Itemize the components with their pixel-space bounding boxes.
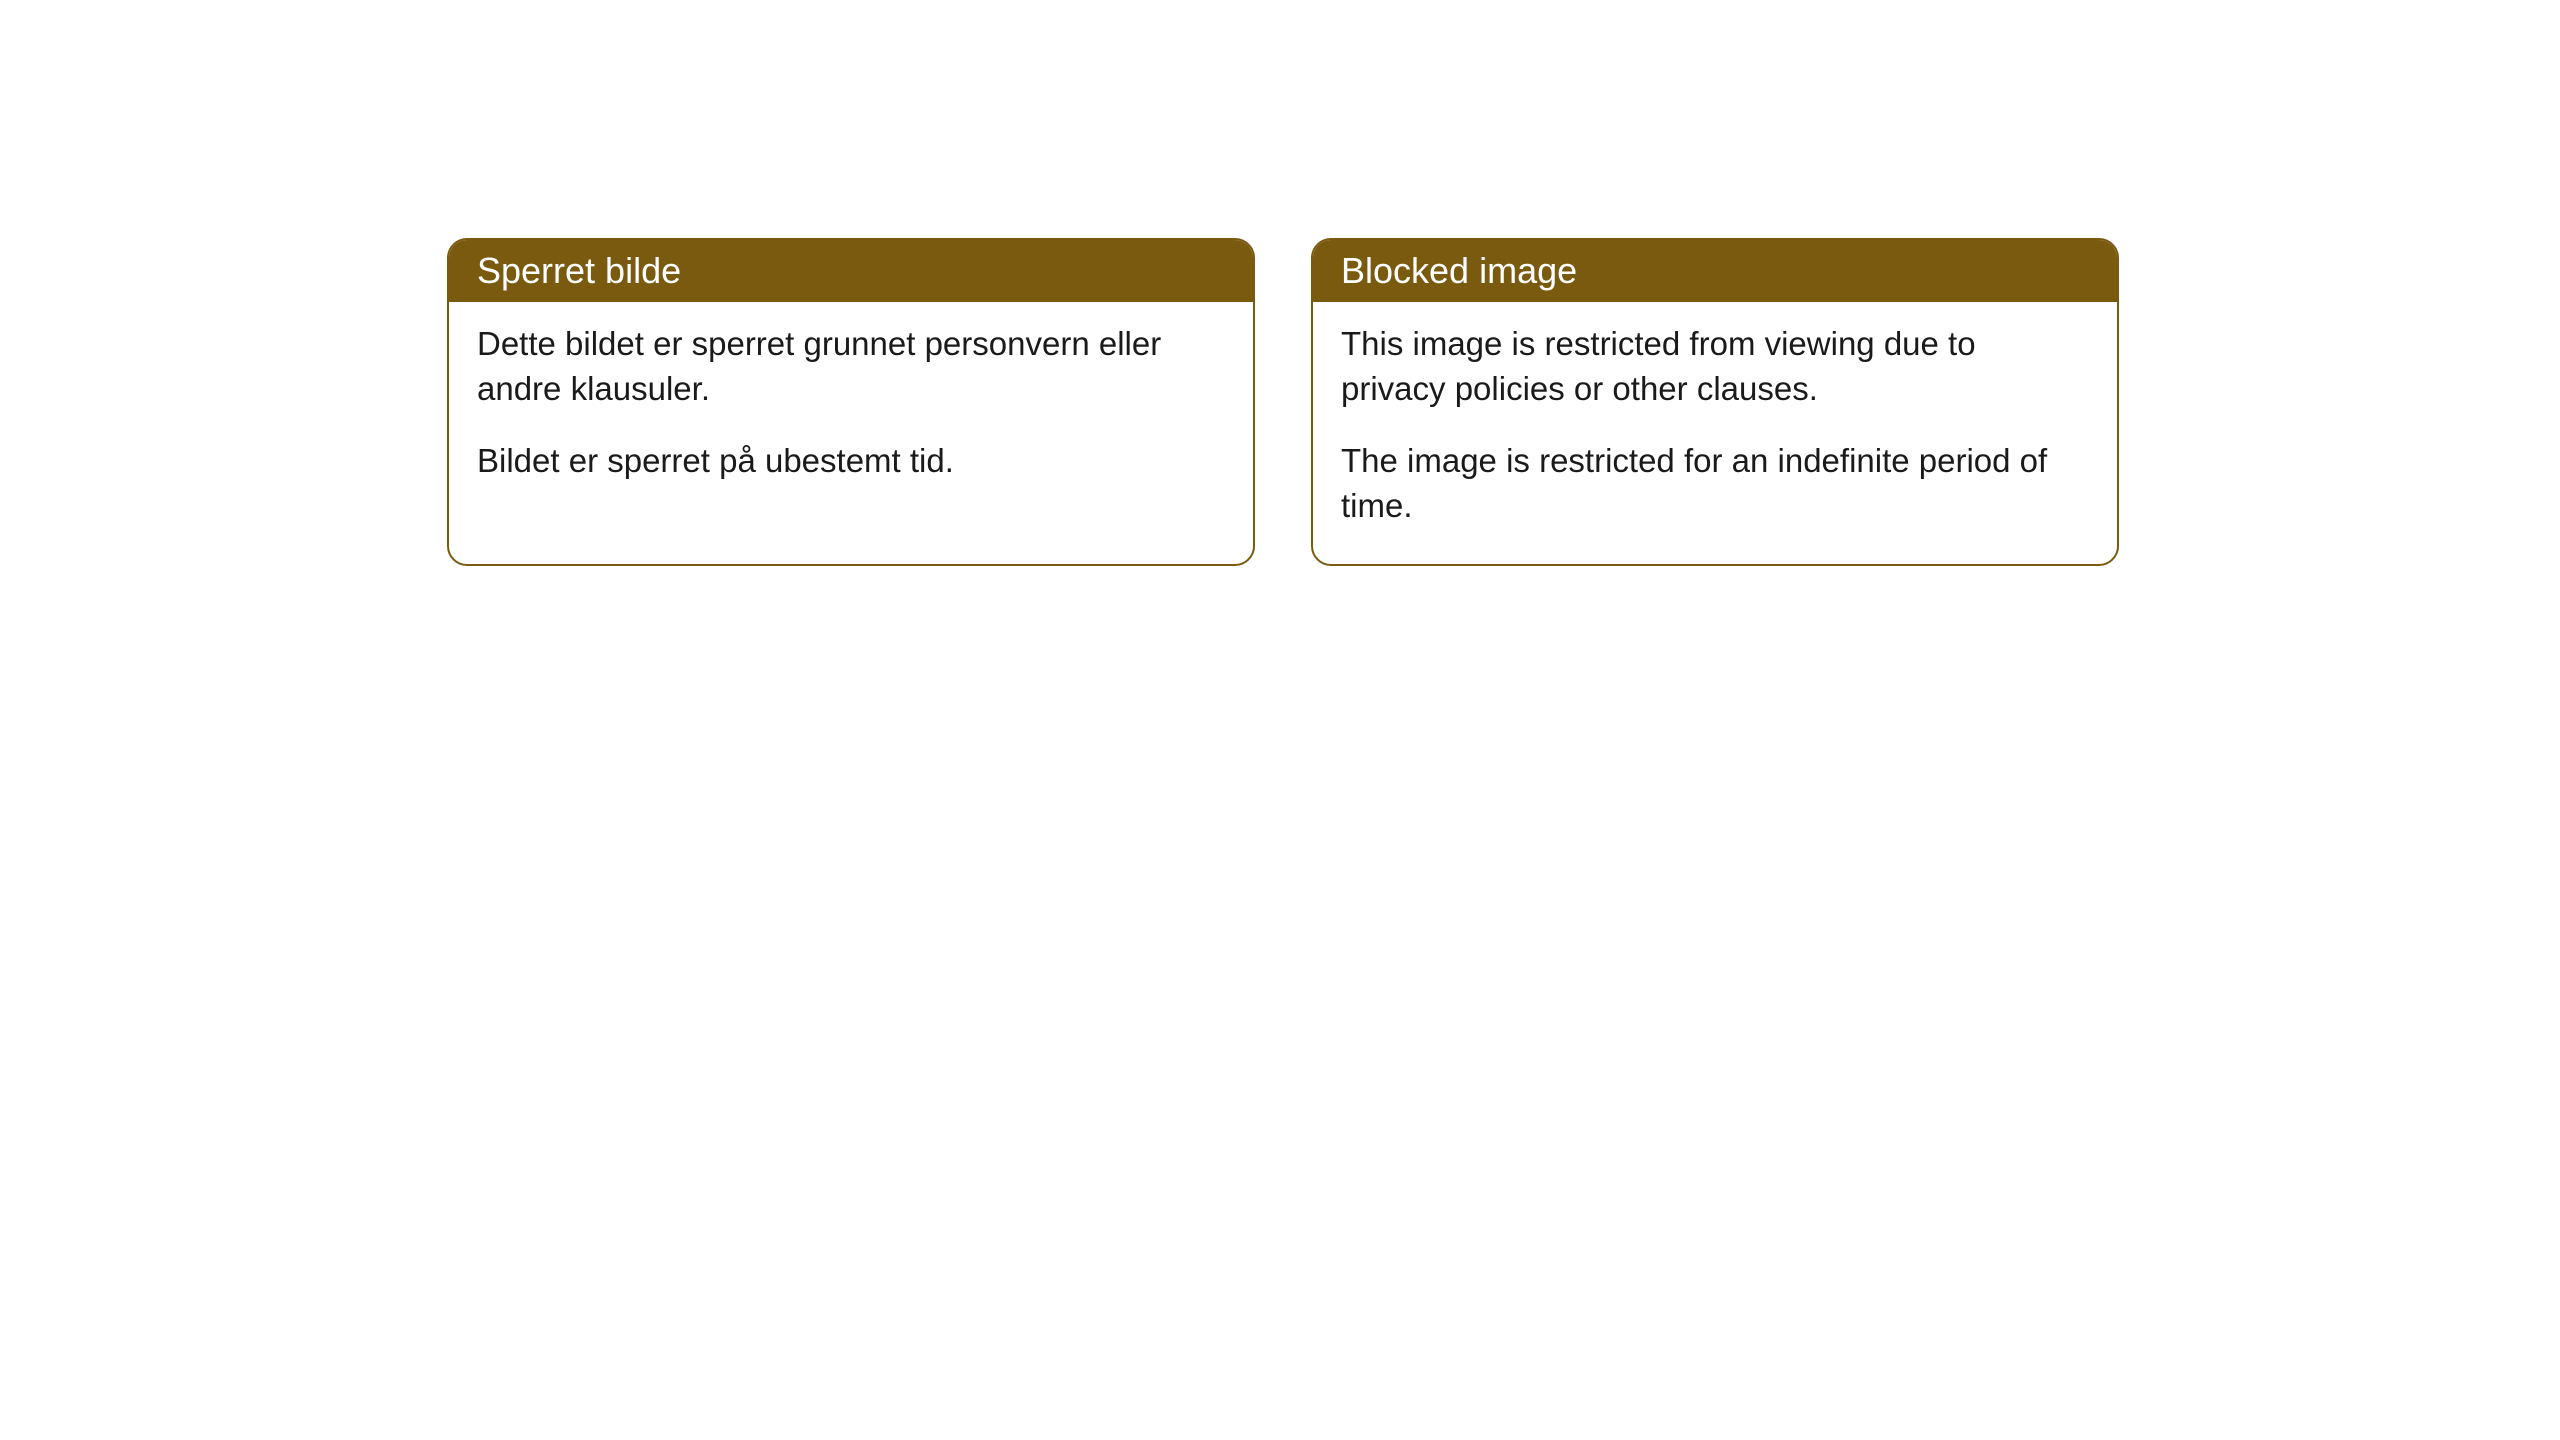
- notice-card-norwegian: Sperret bilde Dette bildet er sperret gr…: [447, 238, 1255, 566]
- card-paragraph: Bildet er sperret på ubestemt tid.: [477, 439, 1225, 484]
- card-header: Sperret bilde: [449, 240, 1253, 302]
- card-body: This image is restricted from viewing du…: [1313, 302, 2117, 564]
- card-body: Dette bildet er sperret grunnet personve…: [449, 302, 1253, 520]
- card-paragraph: Dette bildet er sperret grunnet personve…: [477, 322, 1225, 411]
- card-title: Blocked image: [1341, 250, 1577, 291]
- card-header: Blocked image: [1313, 240, 2117, 302]
- notice-container: Sperret bilde Dette bildet er sperret gr…: [0, 0, 2560, 566]
- card-paragraph: The image is restricted for an indefinit…: [1341, 439, 2089, 528]
- notice-card-english: Blocked image This image is restricted f…: [1311, 238, 2119, 566]
- card-title: Sperret bilde: [477, 250, 681, 291]
- card-paragraph: This image is restricted from viewing du…: [1341, 322, 2089, 411]
